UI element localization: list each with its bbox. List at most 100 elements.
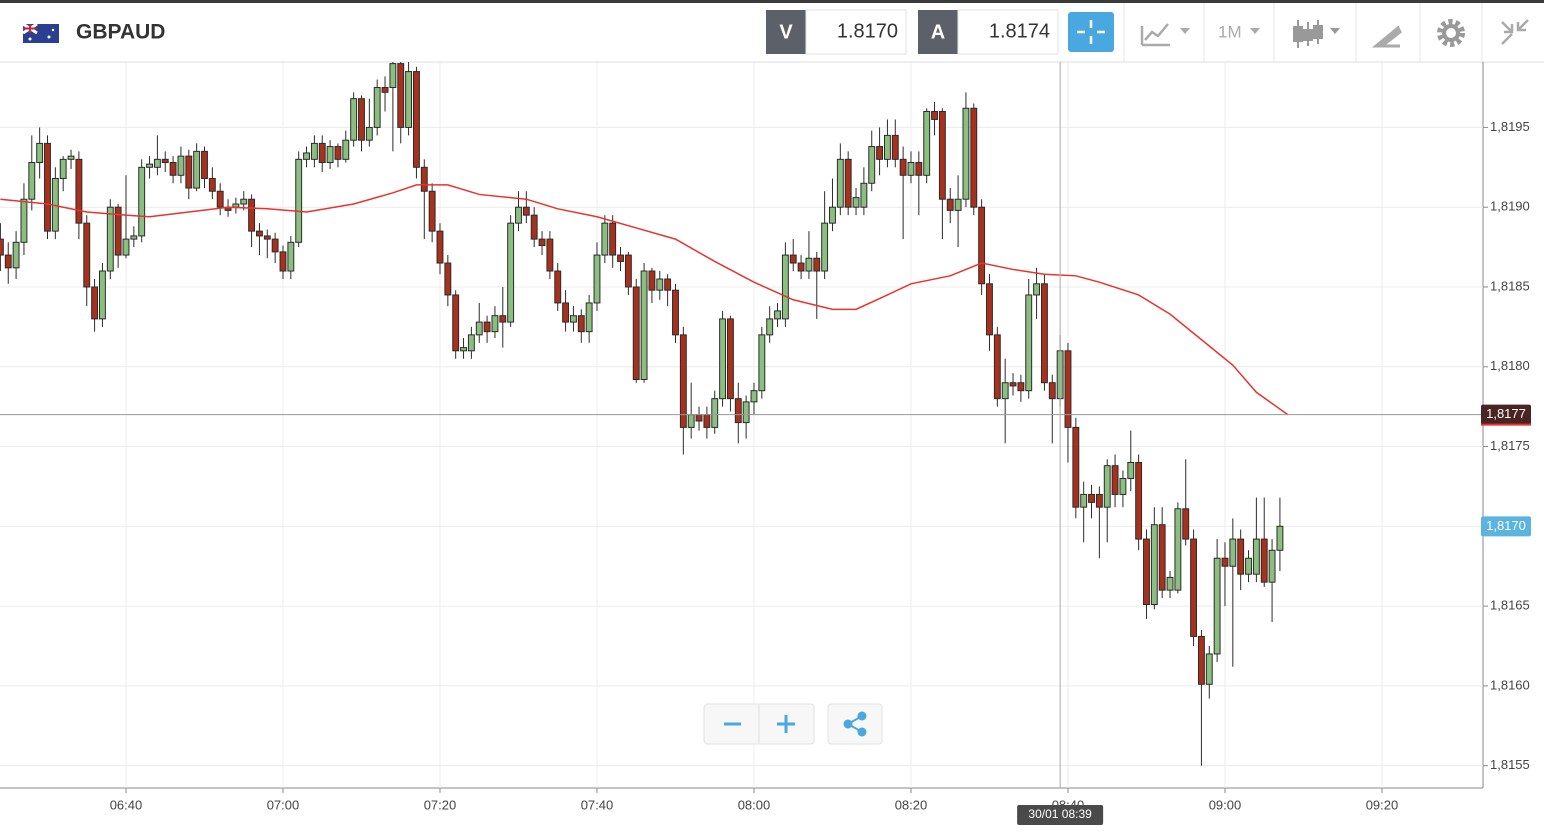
candle-body (475, 321, 483, 336)
candle-body (687, 414, 695, 428)
candle-type-button[interactable] (1293, 20, 1340, 48)
candle-body (240, 198, 248, 205)
candle-body (381, 87, 389, 93)
collapse-button[interactable] (1501, 19, 1529, 45)
candle-body (83, 222, 91, 288)
ask-button[interactable] (918, 10, 958, 54)
candle-body (483, 321, 491, 333)
candle-body (75, 158, 83, 224)
candle-body (829, 206, 836, 224)
candle-body (656, 278, 664, 291)
candle-body (962, 107, 970, 200)
candle-body (876, 146, 884, 160)
candle-body (491, 315, 499, 333)
candle-body (428, 190, 436, 232)
crosshair-time-label: 30/01 08:39 (1028, 807, 1092, 821)
candle-body (467, 334, 475, 352)
timeframe[interactable]: 1M (1218, 22, 1242, 41)
bid-box (805, 9, 907, 55)
candle-body (946, 198, 954, 211)
candle-body (436, 230, 444, 264)
candle-body (342, 139, 350, 160)
candle-body (577, 315, 585, 333)
candle-body (59, 158, 67, 179)
last-price-box (1481, 516, 1531, 537)
candle-body (836, 158, 844, 208)
x-tick-label: 07:00 (267, 797, 300, 812)
candle-body (365, 126, 373, 141)
candle-body (499, 315, 507, 323)
candle-body (860, 182, 868, 208)
candle-body (1213, 557, 1221, 655)
candle-body (868, 146, 876, 184)
x-tick-label: 06:40 (110, 797, 143, 812)
candle-body (1237, 538, 1245, 575)
candle-body (193, 150, 201, 189)
settings-button[interactable] (1437, 19, 1465, 47)
candle-body (310, 142, 318, 160)
chart-type-button[interactable] (1140, 23, 1190, 47)
candle-body (1229, 538, 1237, 567)
symbol: GBPAUD (76, 21, 165, 44)
candle-body (1252, 538, 1260, 575)
candle-body (405, 71, 413, 128)
candle-body (789, 254, 797, 264)
candle-body (679, 334, 687, 428)
candle-body (1135, 461, 1143, 540)
candle-body (750, 390, 758, 403)
candle-body (1025, 294, 1033, 392)
y-tick-label: 1,8165 (1490, 598, 1530, 613)
zoom-in-button[interactable] (777, 715, 795, 733)
candle-body (1197, 635, 1205, 685)
bid-button[interactable] (766, 10, 806, 54)
crosshair-time-box (1017, 805, 1104, 825)
axes: 1,8155 1,8160 1,8165 1,8170 1,8175 1,8180 1,81… (0, 62, 1531, 825)
candle-body (287, 241, 295, 272)
candle-body (1048, 382, 1056, 400)
candle-body (907, 162, 915, 176)
crosshair-button[interactable] (1068, 12, 1114, 52)
candle-body (640, 270, 648, 381)
x-tick-label: 07:20 (424, 797, 457, 812)
candle-body (248, 198, 256, 232)
candle-body (648, 270, 656, 291)
x-tick-label: 09:00 (1209, 797, 1242, 812)
candle-body (530, 214, 538, 240)
crosshair-icon (1077, 20, 1105, 44)
candle-body (585, 302, 593, 333)
candle-body (1166, 576, 1174, 591)
y-tick-label: 1,8175 (1490, 438, 1530, 453)
candle-body (67, 155, 75, 160)
candle-body (931, 110, 938, 120)
candle-body (1245, 557, 1252, 575)
candle-body (1190, 538, 1198, 637)
candle-body (899, 158, 907, 176)
candle-body (98, 270, 106, 320)
last-price-label: 1,8170 (1486, 518, 1526, 533)
candle-body (1103, 465, 1111, 508)
candle-body (412, 71, 420, 168)
share-button[interactable] (843, 711, 867, 737)
candle-body (106, 206, 114, 272)
candle-body (138, 166, 146, 237)
candle-body (719, 318, 727, 400)
candle-body (20, 198, 28, 243)
toolbar-separators (1123, 3, 1483, 62)
draw-button[interactable] (1371, 25, 1402, 48)
candle-body (1009, 382, 1017, 387)
candle-body (1158, 524, 1166, 591)
candle-body (758, 334, 766, 392)
candle-body (1072, 426, 1080, 508)
candle-body (609, 222, 617, 256)
candle-body (1143, 538, 1150, 606)
candle-body (1268, 549, 1276, 583)
candle-body (177, 155, 185, 176)
candle-body (726, 318, 734, 400)
candle-body (852, 197, 860, 208)
candle-body (915, 162, 923, 176)
crosshair-price-label: 1,8177 (1486, 406, 1526, 421)
candle-body (350, 98, 358, 141)
candle-body (711, 398, 719, 428)
